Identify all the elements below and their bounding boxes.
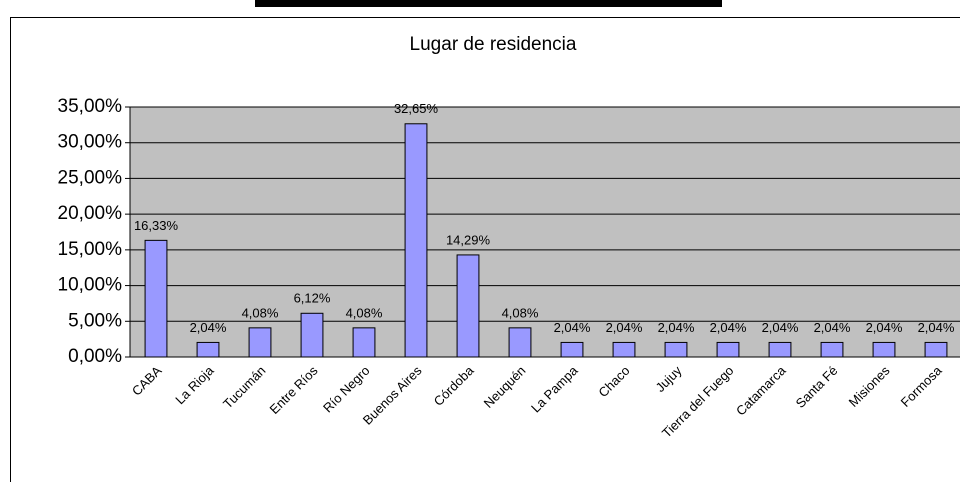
bar <box>664 341 688 358</box>
x-tick-label: Chaco <box>595 363 632 400</box>
y-tick-label: 35,00% <box>58 96 123 117</box>
y-tick-label: 25,00% <box>58 167 123 188</box>
data-label: 2,04% <box>814 320 851 335</box>
bar <box>248 327 272 358</box>
x-tick-label: Entre Ríos <box>267 363 321 417</box>
bar <box>612 341 636 358</box>
x-tick-label: Tucumán <box>220 363 269 412</box>
y-tick-label: 5,00% <box>68 310 122 331</box>
x-tick-label: Santa Fé <box>793 363 841 411</box>
x-tick-label: Catamarca <box>733 362 789 418</box>
data-label: 16,33% <box>134 218 179 233</box>
x-tick-label: Formosa <box>898 362 945 409</box>
x-tick-label: Río Negro <box>320 363 373 416</box>
data-label: 4,08% <box>502 305 539 320</box>
bar <box>352 327 376 358</box>
x-tick-label: Jujuy <box>652 363 684 395</box>
bar <box>560 341 584 358</box>
data-label: 2,04% <box>710 320 747 335</box>
data-label: 14,29% <box>446 232 491 247</box>
x-tick-label: La Rioja <box>172 362 217 407</box>
bar <box>300 312 324 358</box>
bar <box>144 239 168 358</box>
x-tick-label: La Pampa <box>528 362 581 415</box>
data-label: 2,04% <box>190 320 227 335</box>
data-label: 2,04% <box>606 320 643 335</box>
data-label: 2,04% <box>554 320 591 335</box>
bar <box>768 341 792 358</box>
plot-area <box>130 107 960 357</box>
bar <box>508 327 532 358</box>
y-tick-label: 15,00% <box>58 239 123 260</box>
data-label: 32,65% <box>394 101 439 116</box>
bar <box>404 123 428 358</box>
x-tick-label: Neuquén <box>481 363 529 411</box>
y-tick-label: 20,00% <box>58 203 123 224</box>
y-tick-label: 0,00% <box>68 346 122 367</box>
data-label: 6,12% <box>294 291 331 306</box>
x-tick-label: CABA <box>129 363 165 399</box>
x-tick-label: Misiones <box>846 363 893 410</box>
data-label: 2,04% <box>918 320 955 335</box>
data-label: 4,08% <box>242 305 279 320</box>
bar <box>716 341 740 358</box>
chart-title: Lugar de residencia <box>410 34 577 55</box>
data-label: 4,08% <box>346 305 383 320</box>
data-label: 2,04% <box>658 320 695 335</box>
y-tick-label: 30,00% <box>58 132 123 153</box>
bar <box>456 254 480 358</box>
bar <box>196 341 220 358</box>
data-label: 2,04% <box>762 320 799 335</box>
bar <box>820 341 844 358</box>
y-tick-label: 10,00% <box>58 275 123 296</box>
bar <box>872 341 896 358</box>
data-label: 2,04% <box>866 320 903 335</box>
x-tick-label: Córdoba <box>431 362 477 408</box>
heading-underline <box>255 0 722 7</box>
bar <box>924 341 948 358</box>
